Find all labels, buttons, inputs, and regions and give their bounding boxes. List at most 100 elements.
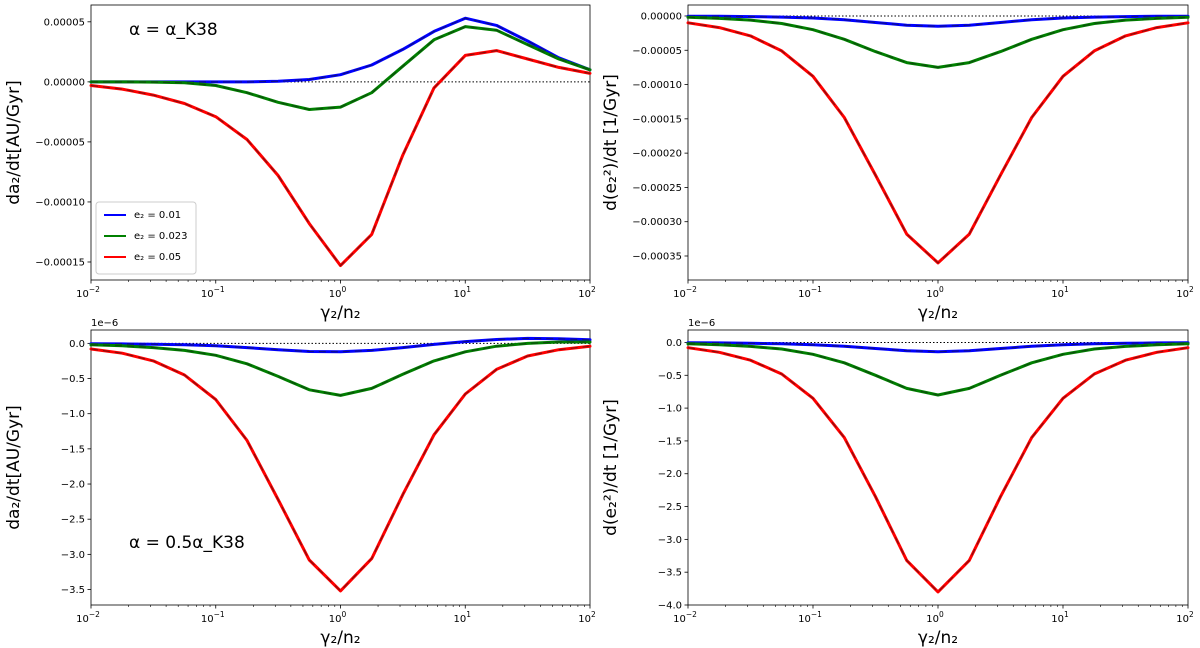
x-tick-label: 100 <box>926 285 944 300</box>
y-tick-label: −0.00010 <box>632 80 682 91</box>
x-tick-exponent: 0 <box>939 610 944 619</box>
x-tick-exponent: −2 <box>686 285 697 294</box>
x-tick-exponent: 2 <box>1189 610 1194 619</box>
x-tick-label: 100 <box>329 285 347 300</box>
y-tick-label: −0.00015 <box>632 114 682 125</box>
y-tick-label: −2.5 <box>61 515 85 526</box>
y-tick-label: 0.00005 <box>44 17 85 28</box>
panel-bottom-right: 10−2 10−1 100 101 1020.0−0.5−1.0−1.5−2.0−2.5… <box>601 318 1194 648</box>
x-tick-base: 10 <box>453 289 466 300</box>
x-tick-base: 10 <box>578 614 591 625</box>
x-tick-base: 10 <box>926 289 939 300</box>
x-tick-label: 10−1 <box>201 610 225 625</box>
y-tick-label: −0.00030 <box>632 217 682 228</box>
y-tick-label: 0.00000 <box>641 11 682 22</box>
x-tick-exponent: 1 <box>466 285 471 294</box>
y-offset-text: 1e−6 <box>91 318 118 329</box>
y-tick-label: −3.0 <box>658 535 682 546</box>
x-tick-exponent: 0 <box>341 610 346 619</box>
y-tick-label: −0.00005 <box>632 46 682 57</box>
y-tick-label: −0.5 <box>658 371 682 382</box>
y-tick-label: −2.5 <box>658 502 682 513</box>
legend-label-1: e₂ = 0.01 <box>134 210 181 221</box>
x-tick-exponent: −1 <box>811 285 822 294</box>
x-tick-exponent: −2 <box>89 285 100 294</box>
y-tick-label: −2.0 <box>658 469 682 480</box>
series-line-1 <box>89 336 592 354</box>
x-tick-exponent: 0 <box>341 285 346 294</box>
y-tick-label: −4.0 <box>658 601 682 612</box>
y-tick-label: −1.5 <box>61 444 85 455</box>
x-tick-exponent: 1 <box>1064 285 1069 294</box>
series-dashed-overlay-3 <box>687 347 1189 593</box>
x-tick-label: 100 <box>926 610 944 625</box>
x-tick-label: 100 <box>329 610 347 625</box>
x-tick-label: 10−2 <box>673 285 697 300</box>
legend-label-3: e₂ = 0.05 <box>134 252 181 263</box>
x-tick-exponent: 1 <box>466 610 471 619</box>
y-axis-label: d(e₂²)/dt [1/Gyr] <box>601 74 621 211</box>
y-tick-label: −0.5 <box>61 374 85 385</box>
alpha-annotation: α = α_K38 <box>129 20 218 40</box>
plot-frame <box>687 329 1189 606</box>
x-tick-base: 10 <box>329 614 342 625</box>
x-tick-label: 101 <box>453 285 471 300</box>
x-tick-exponent: −2 <box>89 610 100 619</box>
x-tick-base: 10 <box>673 614 686 625</box>
legend: e₂ = 0.01 e₂ = 0.023 e₂ = 0.05 <box>95 201 197 275</box>
y-tick-label: −2.0 <box>61 480 85 491</box>
x-axis-label: γ₂/n₂ <box>320 303 360 323</box>
x-tick-base: 10 <box>798 289 811 300</box>
x-tick-base: 10 <box>1176 614 1189 625</box>
y-tick-label: −0.00010 <box>35 197 85 208</box>
y-tick-label: 0.00000 <box>44 77 85 88</box>
x-tick-base: 10 <box>76 614 89 625</box>
y-tick-label: 0.0 <box>69 339 85 350</box>
panel-top-right: 10−2 10−1 100 101 1020.00000−0.00005−0.00010… <box>601 4 1194 323</box>
y-tick-label: −3.5 <box>61 585 85 596</box>
x-tick-label: 10−1 <box>798 285 822 300</box>
x-tick-base: 10 <box>1051 614 1064 625</box>
series-dashed-overlay-3 <box>687 22 1189 264</box>
x-tick-label: 102 <box>578 285 596 300</box>
x-tick-exponent: −1 <box>811 610 822 619</box>
x-tick-base: 10 <box>201 289 214 300</box>
y-tick-label: −0.00005 <box>35 137 85 148</box>
plot-frame <box>90 329 591 606</box>
x-tick-label: 101 <box>1051 285 1069 300</box>
y-tick-label: −0.00025 <box>632 183 682 194</box>
y-tick-label: 0.0 <box>666 338 682 349</box>
legend-label-2: e₂ = 0.023 <box>134 231 188 242</box>
x-tick-label: 102 <box>578 610 596 625</box>
x-tick-base: 10 <box>329 289 342 300</box>
panel-bottom-left: 10−2 10−1 100 101 1020.0−0.5−1.0−1.5−2.0−2.5… <box>4 318 596 648</box>
panel-top-left: 10−2 10−1 100 101 1020.000050.00000−0.00005−… <box>4 4 596 323</box>
series-line-1 <box>686 341 1190 354</box>
x-axis-label: γ₂/n₂ <box>918 303 958 323</box>
plot-frame <box>687 4 1189 281</box>
series-line-1 <box>686 14 1190 28</box>
x-tick-label: 101 <box>453 610 471 625</box>
x-tick-label: 101 <box>1051 610 1069 625</box>
y-tick-label: −3.0 <box>61 550 85 561</box>
x-tick-base: 10 <box>201 614 214 625</box>
x-tick-base: 10 <box>673 289 686 300</box>
x-tick-base: 10 <box>453 614 466 625</box>
x-tick-exponent: −1 <box>214 610 225 619</box>
x-tick-exponent: 2 <box>591 610 596 619</box>
series-dashed-overlay-2 <box>687 16 1189 68</box>
y-axis-label: da₂/dt[AU/Gyr] <box>4 405 24 530</box>
y-tick-label: −0.00015 <box>35 257 85 268</box>
y-axis-label: d(e₂²)/dt [1/Gyr] <box>601 399 621 536</box>
x-tick-base: 10 <box>1051 289 1064 300</box>
series-dashed-overlay-2 <box>90 341 590 396</box>
series-dashed-overlay-3 <box>90 345 591 592</box>
x-tick-base: 10 <box>76 289 89 300</box>
y-tick-label: −0.00035 <box>632 251 682 262</box>
x-tick-label: 10−1 <box>201 285 225 300</box>
x-tick-exponent: 0 <box>939 285 944 294</box>
x-tick-label: 10−2 <box>76 285 100 300</box>
x-tick-exponent: 2 <box>1189 285 1194 294</box>
x-axis-label: γ₂/n₂ <box>320 628 360 648</box>
